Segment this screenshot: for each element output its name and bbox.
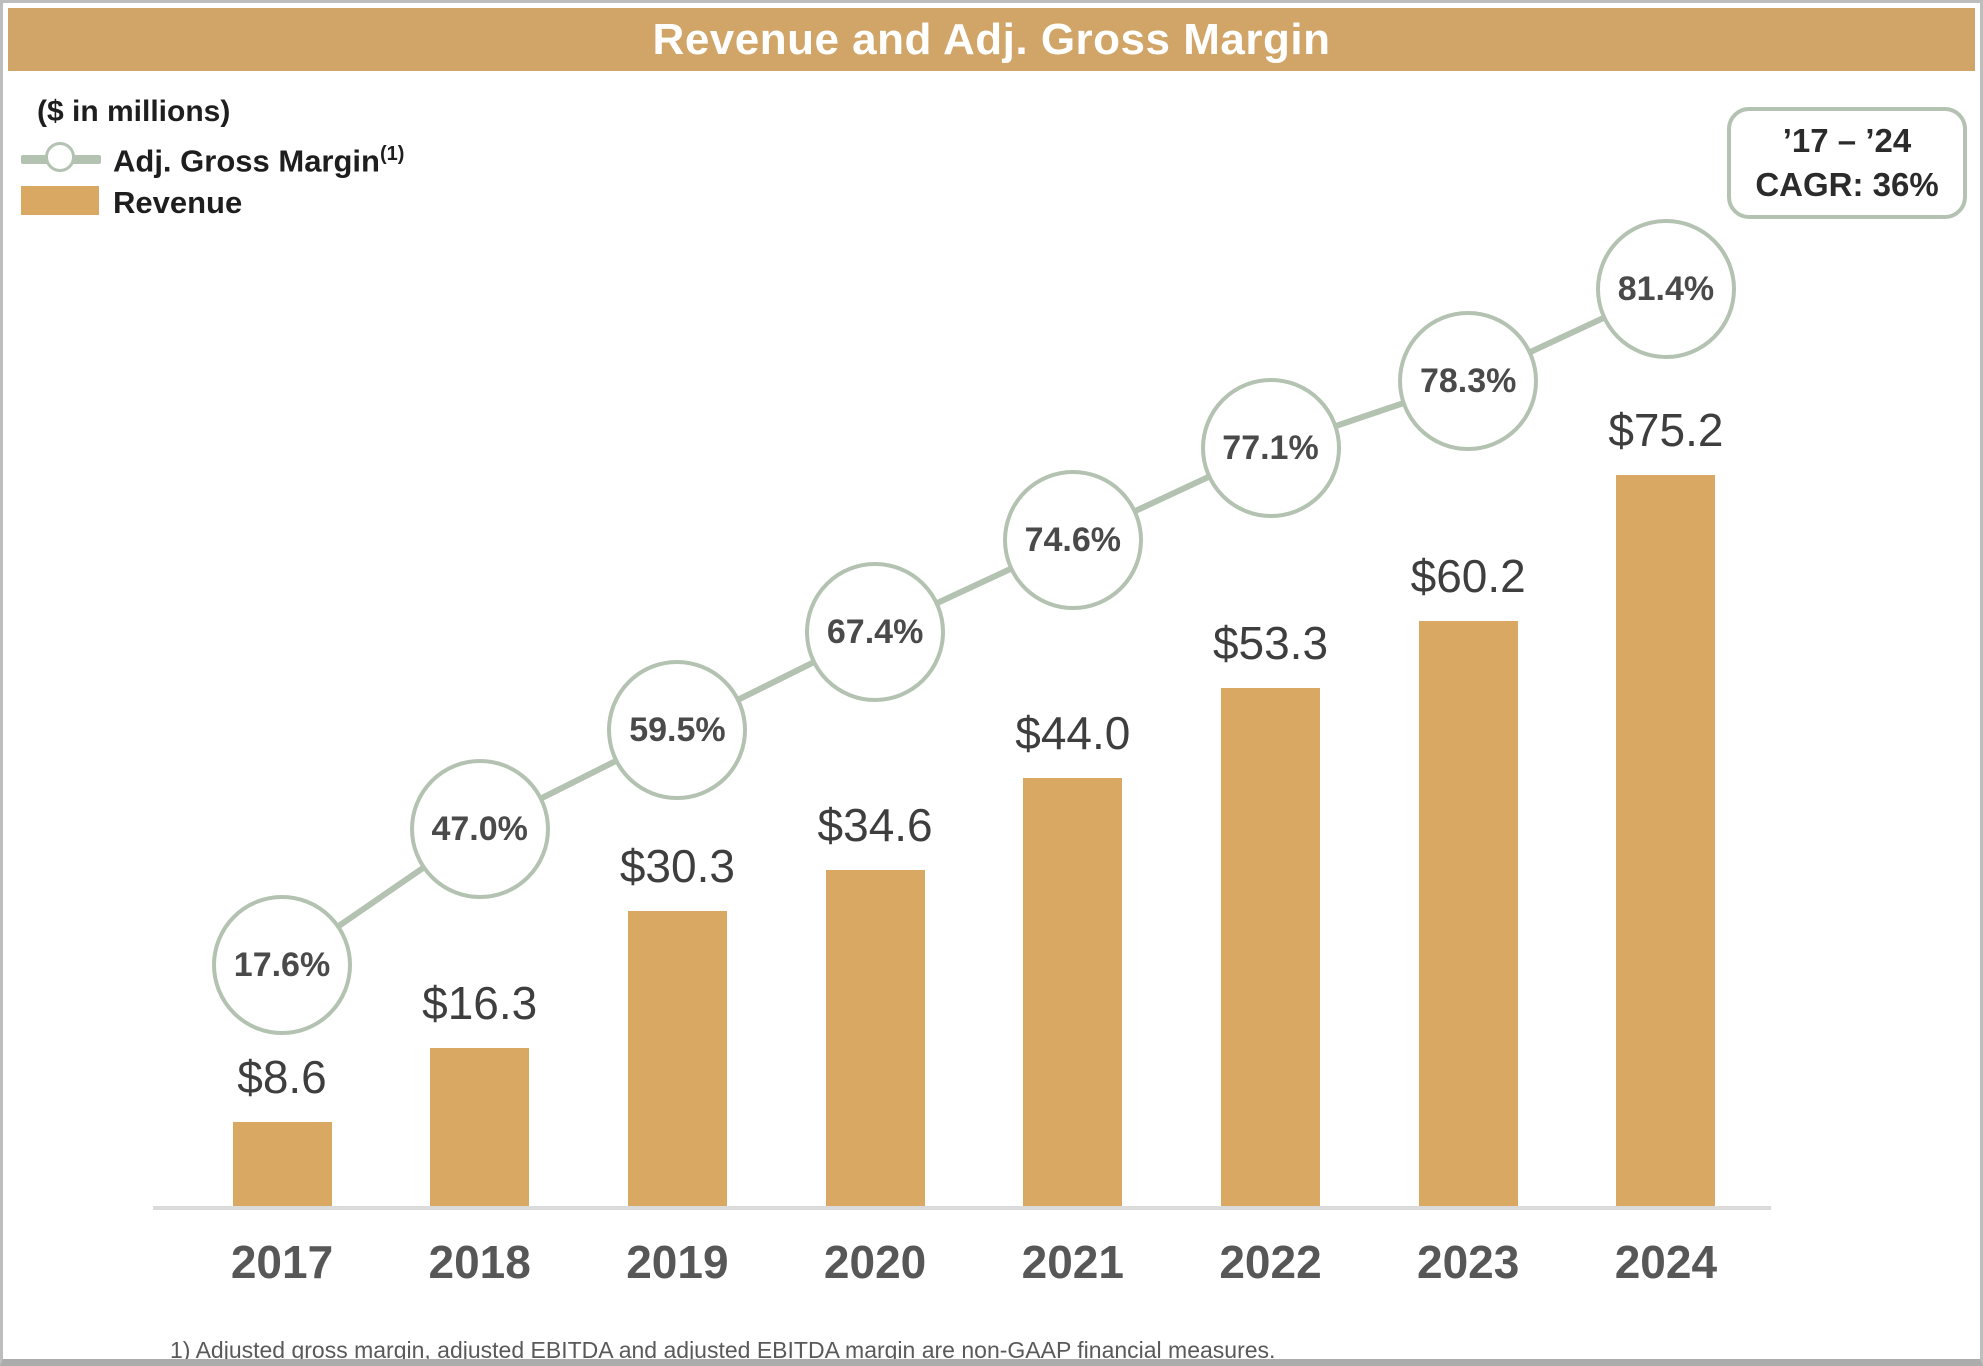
- cagr-value: CAGR: 36%: [1755, 166, 1939, 203]
- margin-data-point: 47.0%: [409, 759, 550, 899]
- revenue-value-label: $44.0: [1015, 707, 1131, 759]
- units-note: ($ in millions): [37, 95, 231, 128]
- year-label: 2024: [1614, 1236, 1718, 1288]
- revenue-bar-2022: [1221, 688, 1320, 1206]
- year-label: 2017: [230, 1236, 334, 1288]
- revenue-value-label: $8.6: [237, 1051, 327, 1103]
- revenue-value-label: $53.3: [1212, 617, 1329, 669]
- title-bar: Revenue and Adj. Gross Margin: [8, 8, 1975, 71]
- cagr-box: ’17 – ’24 CAGR: 36%: [1727, 107, 1967, 219]
- margin-data-point: 77.1%: [1200, 378, 1341, 518]
- year-label: 2021: [1021, 1236, 1124, 1288]
- chart-title: Revenue and Adj. Gross Margin: [652, 14, 1331, 64]
- revenue-bar-2018: [430, 1048, 530, 1206]
- margin-data-point: 59.5%: [607, 660, 748, 800]
- year-label: 2019: [626, 1236, 729, 1288]
- revenue-bar-2024: [1616, 475, 1716, 1206]
- margin-data-point: 67.4%: [805, 562, 946, 702]
- footnote: 1) Adjusted gross margin, adjusted EBITD…: [170, 1337, 1276, 1363]
- margin-data-point: 78.3%: [1398, 311, 1539, 451]
- margin-data-point: 17.6%: [212, 895, 352, 1035]
- revenue-value-label: $16.3: [422, 977, 538, 1029]
- margin-data-point: 81.4%: [1595, 219, 1736, 359]
- revenue-bar-2019: [627, 911, 727, 1206]
- revenue-bar-2020: [825, 870, 925, 1206]
- year-label: 2018: [428, 1236, 531, 1288]
- cagr-range: ’17 – ’24: [1782, 122, 1912, 159]
- revenue-value-label: $60.2: [1410, 550, 1526, 602]
- year-label: 2020: [823, 1236, 927, 1288]
- margin-footnote-ref: (1): [379, 143, 405, 165]
- margin-circle-marker-icon: [45, 142, 75, 172]
- legend-item-margin: Adj. Gross Margin(1): [113, 143, 404, 179]
- revenue-bar-2017: [232, 1122, 332, 1206]
- revenue-swatch-icon: [21, 186, 99, 215]
- revenue-bar-2021: [1023, 778, 1123, 1206]
- year-label: 2022: [1219, 1236, 1322, 1288]
- margin-legend-label: Adj. Gross Margin: [113, 143, 380, 179]
- revenue-bar-2023: [1418, 621, 1518, 1206]
- x-axis-line: [153, 1206, 1771, 1210]
- revenue-value-label: $75.2: [1608, 404, 1724, 456]
- revenue-value-label: $34.6: [817, 799, 933, 851]
- chart-area: $8.6 2017 17.6% $16.3 2018 47.0% $30.3 2019 59.5…: [3, 3, 1980, 1359]
- year-label: 2023: [1417, 1236, 1520, 1288]
- legend-item-revenue: Revenue: [113, 185, 243, 220]
- revenue-value-label: $30.3: [619, 840, 735, 892]
- margin-data-point: 74.6%: [1002, 470, 1143, 610]
